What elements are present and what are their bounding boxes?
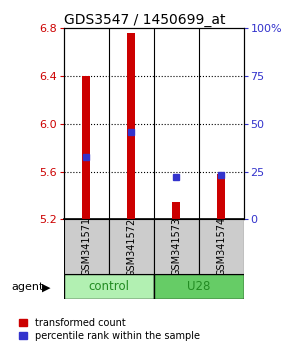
Text: GSM341573: GSM341573	[171, 217, 181, 276]
Text: GSM341571: GSM341571	[81, 217, 91, 276]
Text: agent: agent	[12, 282, 44, 292]
Bar	[64, 219, 109, 274]
Text: U28: U28	[187, 280, 210, 293]
Text: GSM341574: GSM341574	[216, 217, 226, 276]
Bar	[154, 274, 244, 299]
Bar	[199, 219, 244, 274]
Text: control: control	[88, 280, 129, 293]
Legend: transformed count, percentile rank within the sample: transformed count, percentile rank withi…	[19, 318, 200, 341]
Bar	[127, 33, 135, 219]
Bar	[82, 76, 90, 219]
Bar	[109, 219, 154, 274]
Bar	[217, 174, 225, 219]
Bar	[64, 274, 154, 299]
Text: GSM341572: GSM341572	[126, 217, 136, 276]
Text: GDS3547 / 1450699_at: GDS3547 / 1450699_at	[64, 13, 226, 28]
Bar	[154, 219, 199, 274]
Text: ▶: ▶	[42, 282, 51, 292]
Bar	[172, 201, 180, 219]
